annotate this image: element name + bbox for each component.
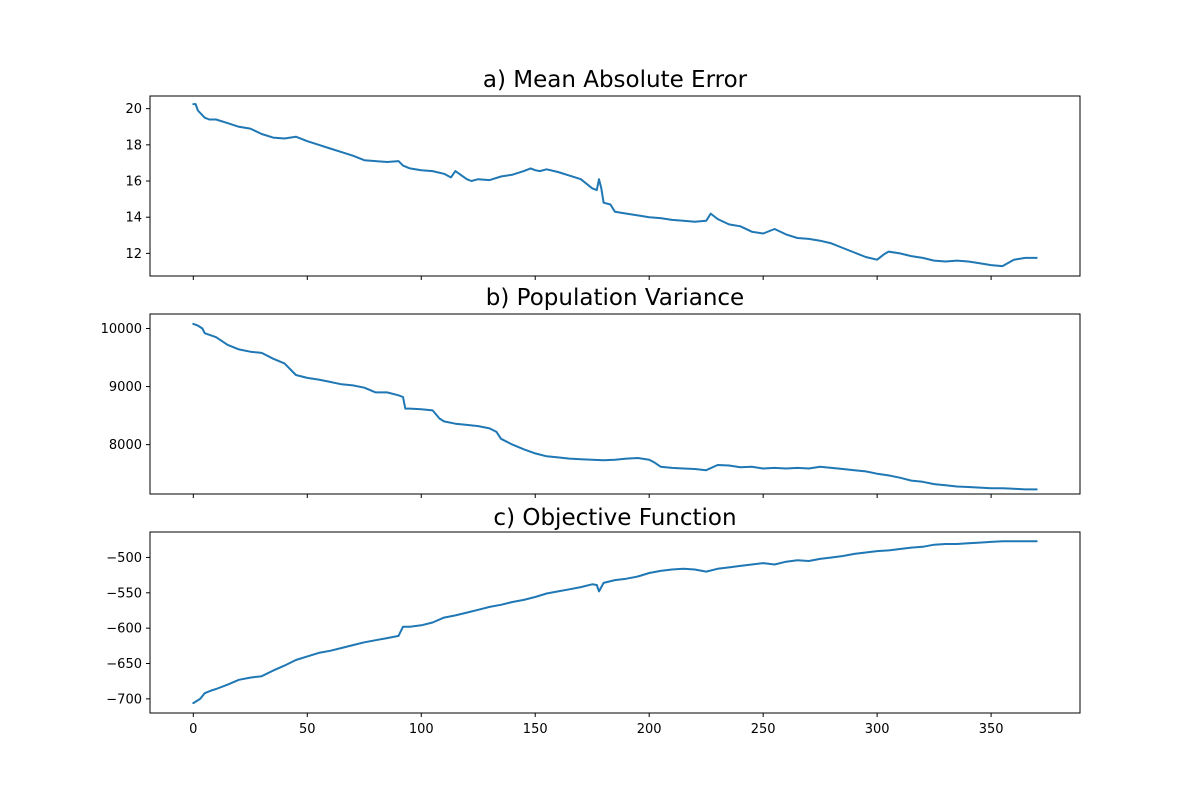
ytick-label: 10000 — [101, 322, 142, 337]
xaxis-mae — [192, 276, 992, 280]
xtick-label: 250 — [751, 722, 776, 737]
ytick-label: 9000 — [109, 380, 142, 395]
xtick-label: 50 — [299, 722, 316, 737]
ytick-label: −700 — [106, 692, 142, 707]
xtick-label: 0 — [189, 722, 197, 737]
xaxis-objective: 0 50 100 150 200 250 300 350 — [189, 713, 1004, 737]
xaxis-variance — [192, 494, 992, 498]
plot-frame-objective — [149, 531, 1081, 714]
series-line-objective — [192, 540, 1038, 705]
xtick-label: 200 — [637, 722, 662, 737]
panel-objective: c) Objective Function −700 −650 −600 −550 −5… — [106, 505, 1081, 737]
yaxis-variance: 8000 9000 10000 — [101, 322, 150, 453]
series-line-variance — [192, 322, 1038, 491]
panel-mae: a) Mean Absolute Error 12 14 16 18 20 — [125, 67, 1081, 280]
ytick-label: 14 — [125, 211, 142, 226]
ytick-label: −500 — [106, 551, 142, 566]
plot-frame-mae — [149, 95, 1081, 277]
plot-frame-variance — [149, 313, 1081, 495]
ytick-label: −550 — [106, 586, 142, 601]
panel-title-mae: a) Mean Absolute Error — [483, 67, 748, 93]
ytick-label: 12 — [125, 247, 142, 262]
panel-title-variance: b) Population Variance — [486, 285, 744, 311]
series-line-mae — [192, 103, 1038, 268]
panel-variance: b) Population Variance 8000 9000 10000 — [101, 285, 1081, 498]
xtick-label: 100 — [409, 722, 434, 737]
ytick-label: 20 — [125, 102, 142, 117]
xtick-label: 300 — [865, 722, 890, 737]
ytick-label: 16 — [125, 175, 142, 190]
ytick-label: −600 — [106, 622, 142, 637]
panel-title-objective: c) Objective Function — [493, 505, 736, 531]
yaxis-mae: 12 14 16 18 20 — [125, 102, 150, 262]
ytick-label: −650 — [106, 657, 142, 672]
yaxis-objective: −700 −650 −600 −550 −500 — [106, 551, 150, 707]
ytick-label: 18 — [125, 138, 142, 153]
ytick-label: 8000 — [109, 438, 142, 453]
xtick-label: 350 — [979, 722, 1004, 737]
xtick-label: 150 — [523, 722, 548, 737]
